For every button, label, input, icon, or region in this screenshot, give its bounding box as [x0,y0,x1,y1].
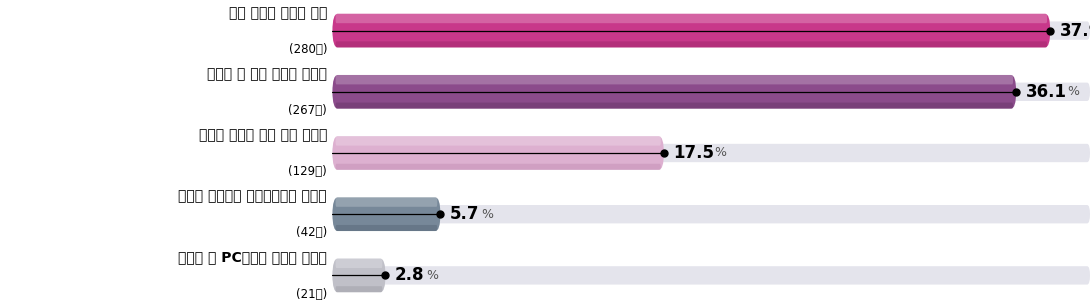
FancyBboxPatch shape [336,197,437,207]
Text: 2.8: 2.8 [395,267,424,284]
FancyBboxPatch shape [332,136,664,170]
Text: %: % [715,147,727,159]
FancyBboxPatch shape [336,164,661,170]
Text: (42명): (42명) [295,226,327,239]
FancyBboxPatch shape [332,83,1090,101]
FancyBboxPatch shape [336,225,437,231]
Text: (267명): (267명) [288,104,327,117]
Text: 사용자 친화적인 인터페이스와 디자인: 사용자 친화적인 인터페이스와 디자인 [179,189,327,203]
FancyBboxPatch shape [336,14,1047,23]
Text: 5.7: 5.7 [450,205,480,223]
FancyBboxPatch shape [336,136,661,146]
FancyBboxPatch shape [336,75,1013,84]
FancyBboxPatch shape [332,205,1090,223]
FancyBboxPatch shape [336,41,1047,47]
Text: %: % [1067,85,1079,98]
FancyBboxPatch shape [332,75,1016,109]
FancyBboxPatch shape [332,14,1051,47]
Text: %: % [426,269,438,282]
FancyBboxPatch shape [332,259,386,292]
Text: 신뢰할 수 있는 정보의 정확성: 신뢰할 수 있는 정보의 정확성 [207,67,327,81]
Text: 17.5: 17.5 [674,144,714,162]
Text: (129명): (129명) [288,165,327,178]
Text: 전문가 의견과 심층 분석 콘텐츠: 전문가 의견과 심층 분석 콘텐츠 [198,128,327,142]
FancyBboxPatch shape [336,286,383,292]
Text: 모바일 및 PC에서의 편리한 접근성: 모바일 및 PC에서의 편리한 접근성 [178,251,327,265]
Text: 최신 정보와 트렌드 제공: 최신 정보와 트렌드 제공 [229,6,327,20]
Text: 37.9: 37.9 [1059,22,1090,39]
FancyBboxPatch shape [332,197,440,231]
FancyBboxPatch shape [336,103,1013,109]
Text: (21명): (21명) [295,288,327,300]
FancyBboxPatch shape [336,259,383,268]
FancyBboxPatch shape [332,144,1090,162]
FancyBboxPatch shape [332,266,1090,285]
Text: %: % [482,208,494,221]
FancyBboxPatch shape [332,21,1090,40]
Text: (280명): (280명) [289,43,327,56]
Text: 36.1: 36.1 [1026,83,1067,101]
